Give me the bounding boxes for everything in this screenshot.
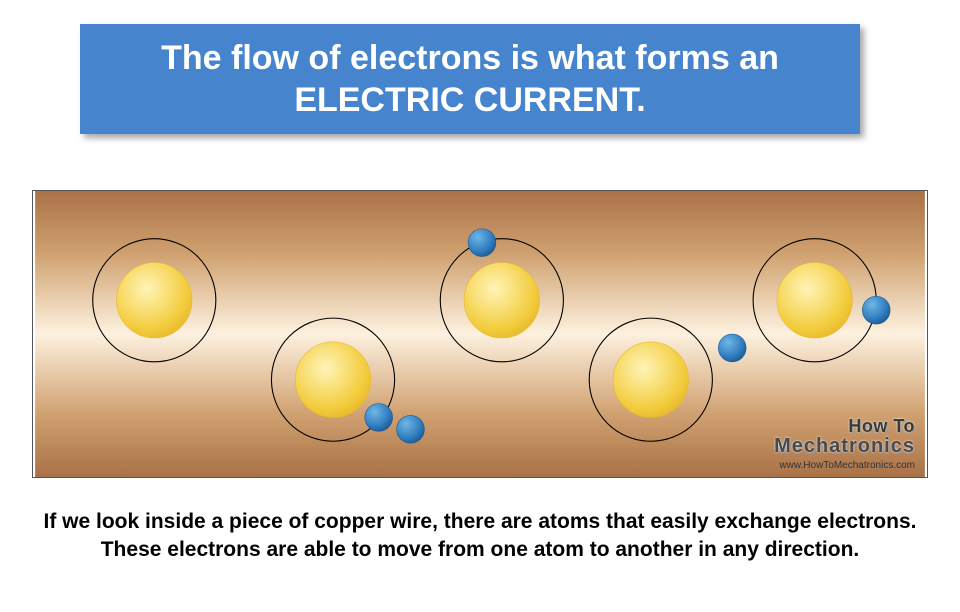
atom-nucleus <box>117 263 192 338</box>
atom-nucleus <box>613 342 688 417</box>
copper-wire-diagram: How To Mechatronics www.HowToMechatronic… <box>32 190 928 478</box>
caption-line2: These electrons are able to move from on… <box>101 538 860 561</box>
title-text: The flow of electrons is what forms an E… <box>161 37 779 122</box>
caption-line1: If we look inside a piece of copper wire… <box>44 510 917 533</box>
electron <box>468 229 496 257</box>
atom-nucleus <box>295 342 370 417</box>
title-banner: The flow of electrons is what forms an E… <box>80 24 860 134</box>
title-line2: ELECTRIC CURRENT. <box>294 81 645 119</box>
caption: If we look inside a piece of copper wire… <box>0 508 960 565</box>
electron <box>862 296 890 324</box>
title-line1: The flow of electrons is what forms an <box>161 39 779 77</box>
watermark-how: How <box>848 416 888 436</box>
watermark-to: To <box>893 416 915 436</box>
electron <box>365 404 393 432</box>
atom-nucleus <box>777 263 852 338</box>
watermark-line2: Mechatronics <box>774 435 915 458</box>
watermark-url: www.HowToMechatronics.com <box>774 460 915 471</box>
watermark: How To Mechatronics www.HowToMechatronic… <box>774 416 915 471</box>
electron <box>397 415 425 443</box>
electron <box>718 334 746 362</box>
watermark-line1: How To <box>774 416 915 437</box>
atom-nucleus <box>464 263 539 338</box>
